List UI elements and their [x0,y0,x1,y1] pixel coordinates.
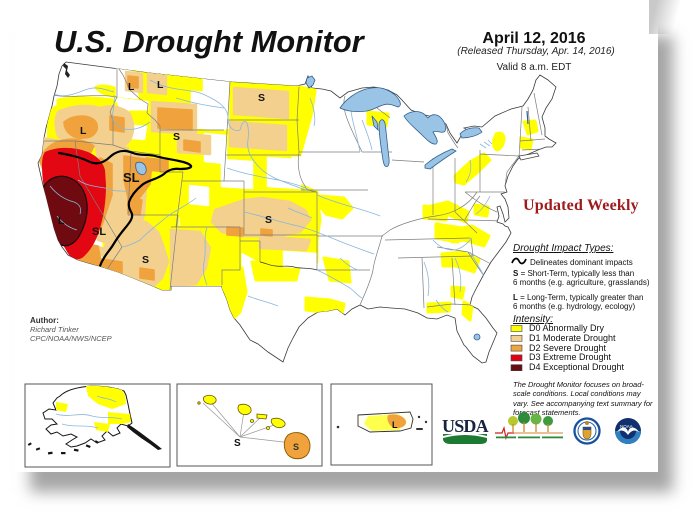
svg-text:USDA: USDA [442,416,489,436]
svg-text:SL: SL [123,170,140,185]
svg-text:L: L [58,215,65,227]
svg-text:S: S [265,214,272,226]
svg-text:S: S [142,254,149,266]
svg-text:S: S [258,92,265,104]
svg-text:L: L [157,79,164,91]
svg-text:L: L [392,420,398,430]
svg-text:S: S [293,442,299,452]
svg-text:L: L [80,125,87,137]
svg-text:S: S [173,131,180,143]
svg-text:L: L [128,81,135,93]
svg-text:NOAA: NOAA [620,424,633,429]
svg-text:S: S [234,438,241,449]
svg-text:SL: SL [92,226,106,238]
